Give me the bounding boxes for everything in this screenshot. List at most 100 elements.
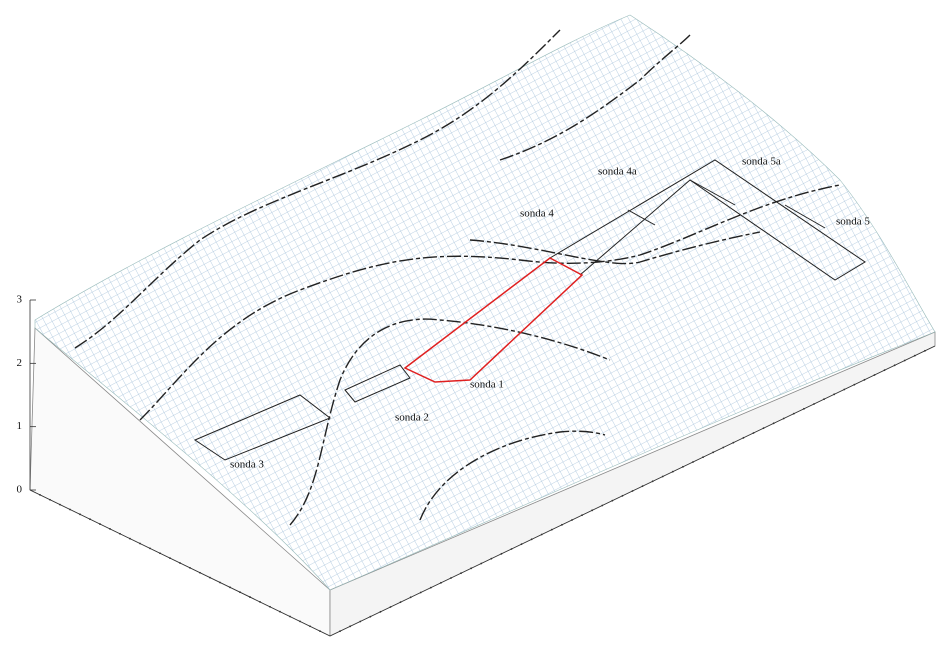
floor-tick — [894, 364, 896, 366]
floor-tick — [622, 495, 624, 497]
floor-tick — [763, 427, 765, 429]
floor-tick — [904, 360, 906, 362]
floor-tick — [410, 596, 412, 598]
floor-tick — [279, 611, 281, 613]
floor-tick — [551, 529, 553, 531]
floor-tick — [672, 471, 674, 473]
floor-tick — [702, 456, 704, 458]
floor-tick — [732, 442, 734, 444]
floor-tick — [159, 552, 161, 554]
floor-tick — [722, 447, 724, 449]
annotation: sonda 5a — [742, 156, 781, 168]
floor-tick — [803, 408, 805, 410]
floor-tick — [179, 562, 181, 564]
floor-tick — [823, 398, 825, 400]
floor-tick — [470, 567, 472, 569]
floor-tick — [339, 630, 341, 632]
floor-tick — [843, 389, 845, 391]
floor-tick — [632, 490, 634, 492]
floor-tick — [521, 543, 523, 545]
floor-tick — [571, 519, 573, 521]
z-tick-label: 3 — [17, 294, 23, 306]
floor-tick — [430, 587, 432, 589]
floor-tick — [884, 369, 886, 371]
floor-tick — [753, 432, 755, 434]
floor-tick — [874, 374, 876, 376]
floor-tick — [531, 538, 533, 540]
floor-tick — [309, 625, 311, 627]
floor-tick — [269, 606, 271, 608]
floor-tick — [49, 499, 51, 501]
floor-tick — [853, 384, 855, 386]
floor-tick — [39, 494, 41, 496]
annotation: sonda 4 — [520, 208, 554, 220]
floor-tick — [239, 591, 241, 593]
floor-tick — [400, 601, 402, 603]
floor-tick — [642, 485, 644, 487]
floor-tick — [219, 582, 221, 584]
floor-tick — [249, 596, 251, 598]
floor-tick — [813, 403, 815, 405]
floor-tick — [773, 422, 775, 424]
floor-tick — [169, 557, 171, 559]
floor-tick — [833, 393, 835, 395]
floor-tick — [601, 505, 603, 507]
z-tick-label: 2 — [17, 357, 23, 369]
annotation: sonda 5 — [836, 216, 870, 228]
floor-tick — [743, 437, 745, 439]
floor-tick — [652, 480, 654, 482]
floor-tick — [591, 509, 593, 511]
floor-tick — [390, 606, 392, 608]
floor-tick — [369, 616, 371, 618]
floor-tick — [692, 461, 694, 463]
floor-tick — [420, 592, 422, 594]
floor-tick — [501, 553, 503, 555]
floor-tick — [359, 621, 361, 623]
floor-tick — [440, 582, 442, 584]
floor-tick — [109, 528, 111, 530]
floor-tick — [189, 567, 191, 569]
floor-tick — [480, 563, 482, 565]
z-tick-label: 1 — [17, 420, 23, 432]
floor-tick — [89, 518, 91, 520]
floor-tick — [380, 611, 382, 613]
chart: 0 1 2 3 sonda 4a sonda 5a sonda 4 sonda 5 sonda … — [0, 0, 943, 646]
floor-tick — [69, 509, 71, 511]
floor-tick — [511, 548, 513, 550]
floor-tick — [581, 514, 583, 516]
floor-tick — [864, 379, 866, 381]
floor-tick — [299, 621, 301, 623]
annotation: sonda 4a — [598, 166, 637, 178]
z-tick-label: 0 — [17, 484, 23, 496]
floor-tick — [139, 543, 141, 545]
floor-tick — [914, 355, 916, 357]
floor-tick — [149, 548, 151, 550]
floor-tick — [349, 625, 351, 627]
floor-tick — [259, 601, 261, 603]
floor-tick — [611, 500, 613, 502]
floor-tick — [79, 513, 81, 515]
floor-tick — [490, 558, 492, 560]
floor-tick — [460, 572, 462, 574]
floor-tick — [209, 577, 211, 579]
floor-tick — [99, 523, 101, 525]
floor-tick — [662, 476, 664, 478]
floor-tick — [450, 577, 452, 579]
annotation: sonda 3 — [230, 459, 264, 471]
floor-tick — [712, 451, 714, 453]
floor-tick — [541, 534, 543, 536]
floor-tick — [924, 350, 926, 352]
floor-tick — [682, 466, 684, 468]
annotation: sonda 2 — [395, 412, 429, 424]
floor-tick — [783, 418, 785, 420]
floor-tick — [199, 572, 201, 574]
floor-tick — [229, 586, 231, 588]
floor-tick — [319, 630, 321, 632]
floor-tick — [129, 538, 131, 540]
floor-tick — [59, 504, 61, 506]
floor-tick — [561, 524, 563, 526]
floor-tick — [793, 413, 795, 415]
annotation: sonda 1 — [470, 379, 504, 391]
floor-tick — [289, 616, 291, 618]
floor-tick — [119, 533, 121, 535]
